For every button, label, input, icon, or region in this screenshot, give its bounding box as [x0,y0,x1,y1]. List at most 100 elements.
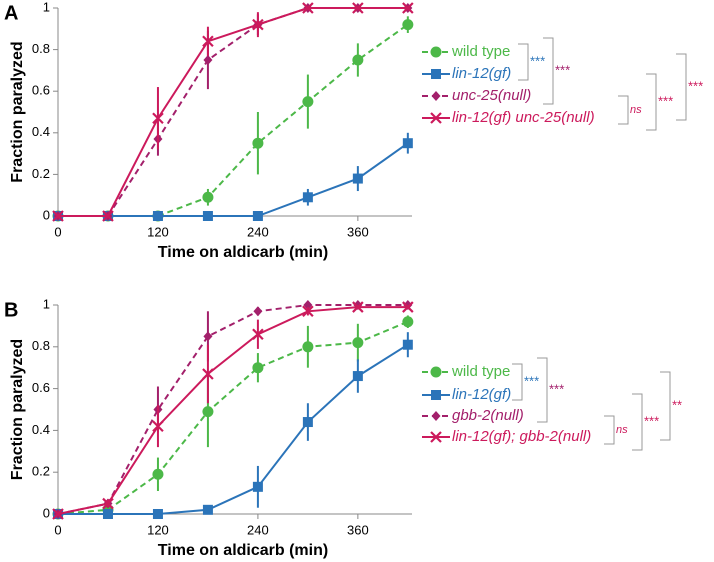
marker [102,497,114,510]
marker [402,339,413,350]
legend-label: lin-12(gf) [452,386,511,403]
marker [431,69,441,79]
x-tick-label: 240 [247,522,269,537]
marker [202,211,213,221]
marker [302,417,313,428]
marker [352,54,364,66]
x-tick-label: 120 [147,522,169,537]
marker [302,96,314,108]
marker [252,18,264,31]
marker [252,137,264,149]
series-line [57,304,408,515]
marker [102,509,113,519]
y-tick-label: 0.4 [32,422,50,437]
series-line [58,7,408,217]
marker [352,337,364,349]
marker [253,306,263,317]
y-tick-label: 0.6 [32,380,50,395]
significance-label: *** [555,62,570,77]
series-line [57,320,409,515]
y-tick-label: 0.2 [32,166,50,181]
marker [430,431,442,443]
marker [102,210,114,222]
marker [431,91,441,101]
series-line [58,7,408,217]
y-tick-label: 1 [43,296,50,311]
significance-label: *** [549,381,564,396]
marker [202,368,214,380]
bracket [543,37,554,105]
legend-label: gbb-2(null) [452,407,524,424]
y-tick-label: 1 [43,0,50,14]
marker [302,341,314,353]
marker [352,173,363,184]
legend-label: lin-12(gf) unc-25(null) [452,109,595,126]
marker [352,301,364,313]
x-axis-label: Time on aldicarb (min) [158,244,328,261]
y-tick-label: 0.8 [32,41,50,56]
series-line [58,343,409,515]
marker [202,504,213,515]
marker [152,211,163,221]
bracket [512,363,523,401]
x-tick-label: 360 [347,522,369,537]
marker [302,192,313,203]
x-tick-label: 0 [54,522,61,537]
marker [302,2,314,14]
series-line [58,23,409,217]
marker [252,362,264,374]
marker [152,420,164,432]
bracket [660,371,671,441]
x-tick-label: 240 [247,224,269,239]
marker [352,2,364,14]
marker [430,366,442,378]
significance-label: ns [630,104,642,116]
marker [203,55,213,65]
marker [431,411,441,421]
significance-label: *** [524,373,539,388]
x-axis-label: Time on aldicarb (min) [158,542,328,559]
marker [402,138,413,149]
panel-label: B [4,299,18,321]
marker [352,371,363,382]
y-tick-label: 0.8 [32,338,50,353]
legend-label: wild type [451,43,510,60]
marker [252,481,263,492]
marker [203,331,213,342]
x-tick-label: 0 [54,224,61,239]
significance-label: *** [530,53,545,68]
marker [402,19,414,31]
marker [302,305,314,318]
legend-label: lin-12(gf); gbb-2(null) [452,428,591,445]
y-tick-label: 0 [43,207,50,222]
marker [402,301,414,313]
marker [402,316,414,328]
marker [402,2,414,14]
significance-label: *** [658,93,673,108]
bracket [518,43,529,81]
significance-label: ** [672,397,682,412]
marker [252,328,264,341]
marker [430,112,442,124]
bracket [537,357,548,423]
marker [202,35,214,48]
y-tick-label: 0 [43,505,50,520]
panel-label: A [4,2,18,24]
y-axis-label: Fraction paralyzed [9,41,26,182]
significance-label: *** [688,78,703,93]
bracket [604,415,615,445]
y-tick-label: 0.6 [32,83,50,98]
marker [152,468,164,480]
legend-label: lin-12(gf) [452,65,511,82]
bracket [632,393,643,451]
series-line [57,306,408,515]
marker [430,46,442,58]
x-tick-label: 120 [147,224,169,239]
bracket [676,53,687,121]
significance-label: ns [616,424,628,436]
marker [52,210,64,222]
marker [152,112,164,125]
marker [152,509,163,519]
marker [252,211,263,221]
